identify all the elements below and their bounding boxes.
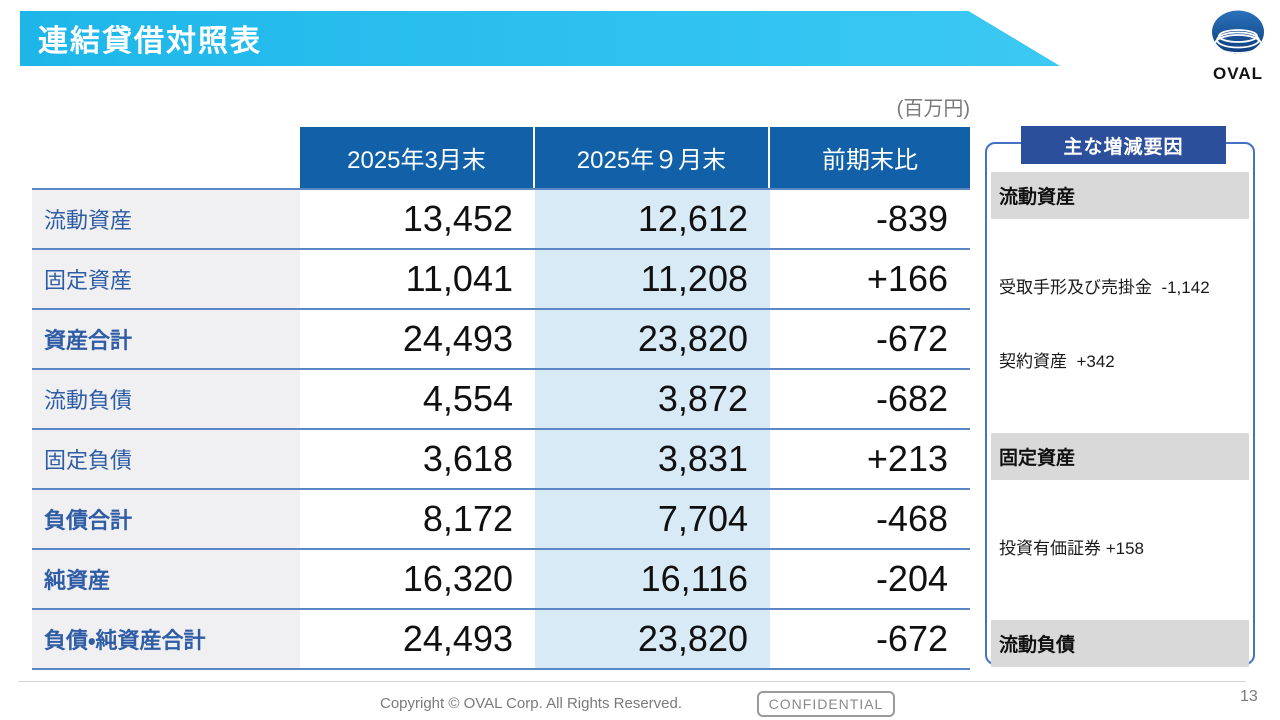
factors-panel-content: 流動資産 受取手形及び売掛金 -1,142 契約資産 +342 固定資産 投資有… <box>987 144 1253 720</box>
confidential-badge: CONFIDENTIAL <box>757 691 895 717</box>
factor-item: 契約資産 +342 <box>999 352 1115 372</box>
row-value-march: 4,554 <box>300 370 535 428</box>
section-items: 受取手形及び売掛金 -1,142 契約資産 +342 <box>991 220 1249 433</box>
table-row-total-liabilities-net-assets: 負債・純資産合計 24,493 23,820 -672 <box>32 608 970 670</box>
row-value-march: 13,452 <box>300 190 535 248</box>
row-value-september: 23,820 <box>535 610 770 668</box>
page-title: 連結貸借対照表 <box>38 24 262 58</box>
section-items: 未払金 -170 <box>991 668 1249 720</box>
column-header-fy-march: 2025年3月末 <box>300 127 533 188</box>
row-value-september: 7,704 <box>535 490 770 548</box>
table-row-net-assets: 純資産 16,320 16,116 -204 <box>32 548 970 608</box>
row-value-change: -672 <box>770 310 970 368</box>
row-value-change: -468 <box>770 490 970 548</box>
column-header-fy-september: 2025年９月末 <box>535 127 768 188</box>
table-row-fixed-liabilities: 固定負債 3,618 3,831 +213 <box>32 428 970 488</box>
row-label: 純資産 <box>32 550 300 608</box>
row-label: 資産合計 <box>32 310 300 368</box>
table-row-total-assets: 資産合計 24,493 23,820 -672 <box>32 308 970 368</box>
row-label: 固定資産 <box>32 250 300 308</box>
row-label: 負債合計 <box>32 490 300 548</box>
table-header-row: 2025年3月末 2025年９月末 前期末比 <box>32 127 970 188</box>
row-value-march: 3,618 <box>300 430 535 488</box>
factors-panel: 流動資産 受取手形及び売掛金 -1,142 契約資産 +342 固定資産 投資有… <box>985 142 1255 668</box>
column-header-change: 前期末比 <box>770 127 970 188</box>
row-value-change: +166 <box>770 250 970 308</box>
section-heading-current-assets: 流動資産 <box>991 172 1249 219</box>
row-value-september: 23,820 <box>535 310 770 368</box>
row-value-change: -204 <box>770 550 970 608</box>
oval-logo: OVAL <box>1208 10 1268 84</box>
row-value-march: 24,493 <box>300 310 535 368</box>
row-value-september: 3,872 <box>535 370 770 428</box>
table-row-total-liabilities: 負債合計 8,172 7,704 -468 <box>32 488 970 548</box>
row-value-change: -839 <box>770 190 970 248</box>
copyright-text: Copyright © OVAL Corp. All Rights Reserv… <box>380 695 683 712</box>
row-value-change: -672 <box>770 610 970 668</box>
table-row-current-assets: 流動資産 13,452 12,612 -839 <box>32 188 970 248</box>
table-row-current-liabilities: 流動負債 4,554 3,872 -682 <box>32 368 970 428</box>
row-value-march: 11,041 <box>300 250 535 308</box>
factor-item: 投資有価証券 +158 <box>999 539 1145 559</box>
unit-label: (百万円) <box>896 98 970 120</box>
row-label: 流動資産 <box>32 190 300 248</box>
row-label: 負債・純資産合計 <box>32 610 300 668</box>
row-value-september: 11,208 <box>535 250 770 308</box>
header-blank-cell <box>32 127 300 188</box>
row-value-september: 3,831 <box>535 430 770 488</box>
title-bar: 連結貸借対照表 <box>20 11 1060 66</box>
footer-divider <box>18 681 1246 682</box>
row-value-march: 16,320 <box>300 550 535 608</box>
row-label: 固定負債 <box>32 430 300 488</box>
row-label: 流動負債 <box>32 370 300 428</box>
row-value-september: 12,612 <box>535 190 770 248</box>
row-value-march: 24,493 <box>300 610 535 668</box>
page-number: 13 <box>1240 688 1258 705</box>
logo-text: OVAL <box>1213 64 1263 83</box>
factors-panel-title: 主な増減要因 <box>1021 126 1226 164</box>
section-heading-fixed-assets: 固定資産 <box>991 433 1249 481</box>
globe-icon <box>1211 10 1265 62</box>
section-heading-current-liabilities: 流動負債 <box>991 620 1249 668</box>
row-value-change: +213 <box>770 430 970 488</box>
section-items: 投資有価証券 +158 <box>991 481 1249 620</box>
row-value-september: 16,116 <box>535 550 770 608</box>
balance-sheet-table: 2025年3月末 2025年９月末 前期末比 流動資産 13,452 12,61… <box>32 127 970 670</box>
row-value-march: 8,172 <box>300 490 535 548</box>
factor-item: 受取手形及び売掛金 -1,142 <box>999 278 1210 298</box>
row-value-change: -682 <box>770 370 970 428</box>
table-row-fixed-assets: 固定資産 11,041 11,208 +166 <box>32 248 970 308</box>
